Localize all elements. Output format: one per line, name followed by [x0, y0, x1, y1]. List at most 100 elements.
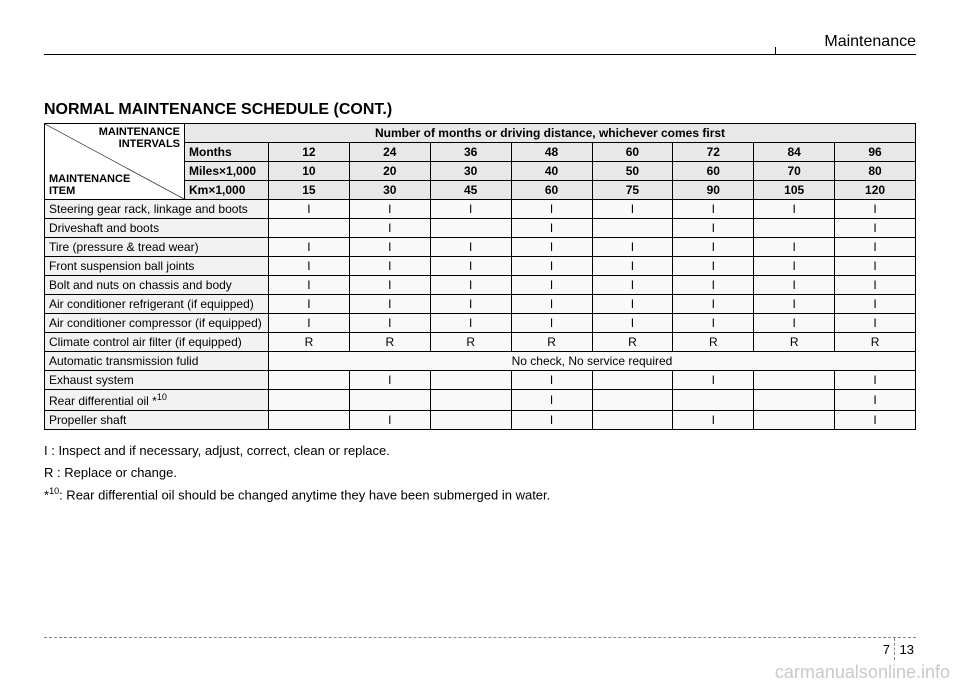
item-value: I — [511, 390, 592, 411]
diag-top-label: MAINTENANCEINTERVALS — [99, 126, 180, 150]
item-value: I — [673, 295, 754, 314]
item-name: Driveshaft and boots — [45, 219, 269, 238]
item-value: R — [511, 333, 592, 352]
item-name: Tire (pressure & tread wear) — [45, 238, 269, 257]
table-row: Exhaust systemIIII — [45, 371, 916, 390]
item-value: I — [835, 411, 916, 430]
interval-value: 15 — [269, 181, 350, 200]
item-name: Air conditioner refrigerant (if equipped… — [45, 295, 269, 314]
interval-value: 75 — [592, 181, 673, 200]
table-row: Climate control air filter (if equipped)… — [45, 333, 916, 352]
item-value: I — [754, 295, 835, 314]
item-value — [754, 411, 835, 430]
item-name: Air conditioner compressor (if equipped) — [45, 314, 269, 333]
item-value: I — [430, 314, 511, 333]
item-value: I — [673, 219, 754, 238]
diag-bot-label: MAINTENANCEITEM — [49, 173, 130, 197]
unit-label: Miles×1,000 — [185, 162, 269, 181]
interval-value: 10 — [269, 162, 350, 181]
item-value: I — [269, 314, 350, 333]
item-value: I — [835, 200, 916, 219]
table-row: Propeller shaftIIII — [45, 411, 916, 430]
item-value — [269, 411, 350, 430]
item-value: I — [349, 295, 430, 314]
item-value — [269, 219, 350, 238]
item-value — [349, 390, 430, 411]
item-value — [592, 219, 673, 238]
item-value: I — [835, 276, 916, 295]
interval-value: 72 — [673, 143, 754, 162]
item-name: Automatic transmission fulid — [45, 352, 269, 371]
interval-value: 90 — [673, 181, 754, 200]
item-value — [673, 390, 754, 411]
item-value — [430, 371, 511, 390]
unit-label: Km×1,000 — [185, 181, 269, 200]
item-value: I — [269, 276, 350, 295]
item-value: I — [511, 314, 592, 333]
item-value: I — [835, 219, 916, 238]
interval-value: 96 — [835, 143, 916, 162]
item-value: R — [269, 333, 350, 352]
interval-value: 60 — [673, 162, 754, 181]
item-value — [592, 411, 673, 430]
item-value — [592, 390, 673, 411]
interval-value: 50 — [592, 162, 673, 181]
item-value — [269, 390, 350, 411]
item-value: I — [349, 314, 430, 333]
footer-tick — [894, 638, 895, 660]
item-name: Exhaust system — [45, 371, 269, 390]
item-value: I — [835, 295, 916, 314]
interval-value: 30 — [349, 181, 430, 200]
table-row: Steering gear rack, linkage and bootsIII… — [45, 200, 916, 219]
item-name: Steering gear rack, linkage and boots — [45, 200, 269, 219]
item-value — [430, 390, 511, 411]
item-value — [754, 390, 835, 411]
interval-value: 84 — [754, 143, 835, 162]
table-row: Front suspension ball jointsIIIIIIII — [45, 257, 916, 276]
item-span-value: No check, No service required — [269, 352, 916, 371]
interval-value: 70 — [754, 162, 835, 181]
item-name: Propeller shaft — [45, 411, 269, 430]
item-value — [754, 371, 835, 390]
item-value: I — [592, 257, 673, 276]
notes-block: I : Inspect and if necessary, adjust, co… — [44, 440, 916, 507]
item-value: I — [511, 257, 592, 276]
table-row: Bolt and nuts on chassis and bodyIIIIIII… — [45, 276, 916, 295]
table-row: Driveshaft and bootsIIII — [45, 219, 916, 238]
item-value: R — [754, 333, 835, 352]
section-label: Maintenance — [824, 33, 916, 51]
item-value: I — [511, 238, 592, 257]
item-value: I — [673, 257, 754, 276]
item-value: I — [673, 314, 754, 333]
item-value: I — [511, 371, 592, 390]
header-tick — [775, 47, 776, 55]
page-number-page: 13 — [900, 642, 914, 657]
interval-value: 24 — [349, 143, 430, 162]
item-value: I — [592, 276, 673, 295]
interval-value: 48 — [511, 143, 592, 162]
item-value: I — [269, 257, 350, 276]
interval-value: 105 — [754, 181, 835, 200]
item-value: I — [511, 219, 592, 238]
item-value: I — [269, 238, 350, 257]
table-row: Air conditioner refrigerant (if equipped… — [45, 295, 916, 314]
item-value: I — [835, 371, 916, 390]
item-name: Climate control air filter (if equipped) — [45, 333, 269, 352]
interval-value: 60 — [511, 181, 592, 200]
table-row: Tire (pressure & tread wear)IIIIIIII — [45, 238, 916, 257]
interval-value: 60 — [592, 143, 673, 162]
item-value: I — [592, 200, 673, 219]
page-number-chapter: 7 — [883, 642, 890, 657]
item-value: R — [673, 333, 754, 352]
item-value: I — [511, 295, 592, 314]
item-value — [269, 371, 350, 390]
interval-value: 20 — [349, 162, 430, 181]
item-value: I — [673, 276, 754, 295]
item-value: I — [673, 200, 754, 219]
item-name: Bolt and nuts on chassis and body — [45, 276, 269, 295]
table-row: Automatic transmission fulidNo check, No… — [45, 352, 916, 371]
item-value — [754, 219, 835, 238]
item-value: I — [349, 200, 430, 219]
item-value: I — [430, 276, 511, 295]
table-row: Rear differential oil *10II — [45, 390, 916, 411]
